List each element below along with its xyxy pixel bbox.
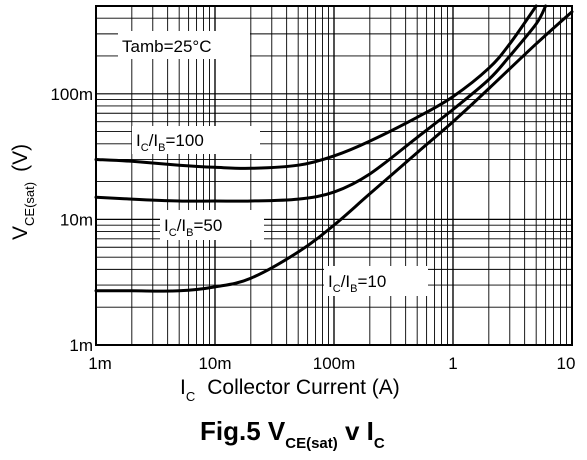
series-line-0 — [94, 4, 538, 170]
x-axis-title: IC Collector Current (A) — [180, 376, 400, 404]
series-label-bg — [160, 210, 264, 240]
series-label-1: IC/IB=50 — [164, 216, 222, 239]
figure-caption: Fig.5 VCE(sat) v IC — [200, 416, 385, 452]
series-label-group-1: IC/IB=50 — [160, 210, 264, 240]
plot-frame — [95, 5, 573, 346]
series-label-bg — [132, 126, 260, 154]
series-label-group-0: IC/IB=100 — [132, 126, 260, 154]
series-label-bg — [324, 266, 428, 296]
x-tick-label: 10 — [557, 354, 576, 373]
y-axis-title: VCE(sat)(V) — [9, 144, 37, 240]
y-tick-label: 10m — [60, 210, 93, 229]
series-line-2 — [94, 10, 574, 293]
y-tick-label: 100m — [50, 85, 93, 104]
condition-label: Tamb=25°C — [122, 37, 211, 56]
y-tick-label: 1m — [69, 336, 93, 355]
condition-label-bg — [118, 31, 250, 59]
tick-labels: 1m 10m 100m 1 10 1m 10m 100m — [50, 85, 575, 373]
x-tick-label: 10m — [198, 354, 231, 373]
series-label-group-2: IC/IB=10 — [324, 266, 428, 296]
series-line-1 — [94, 4, 548, 203]
series-layer — [94, 4, 574, 293]
x-tick-label: 1m — [88, 354, 112, 373]
x-tick-label: 1 — [448, 354, 457, 373]
series-label-2: IC/IB=10 — [328, 272, 386, 295]
series-label-0: IC/IB=100 — [136, 131, 204, 154]
x-tick-label: 100m — [313, 354, 356, 373]
